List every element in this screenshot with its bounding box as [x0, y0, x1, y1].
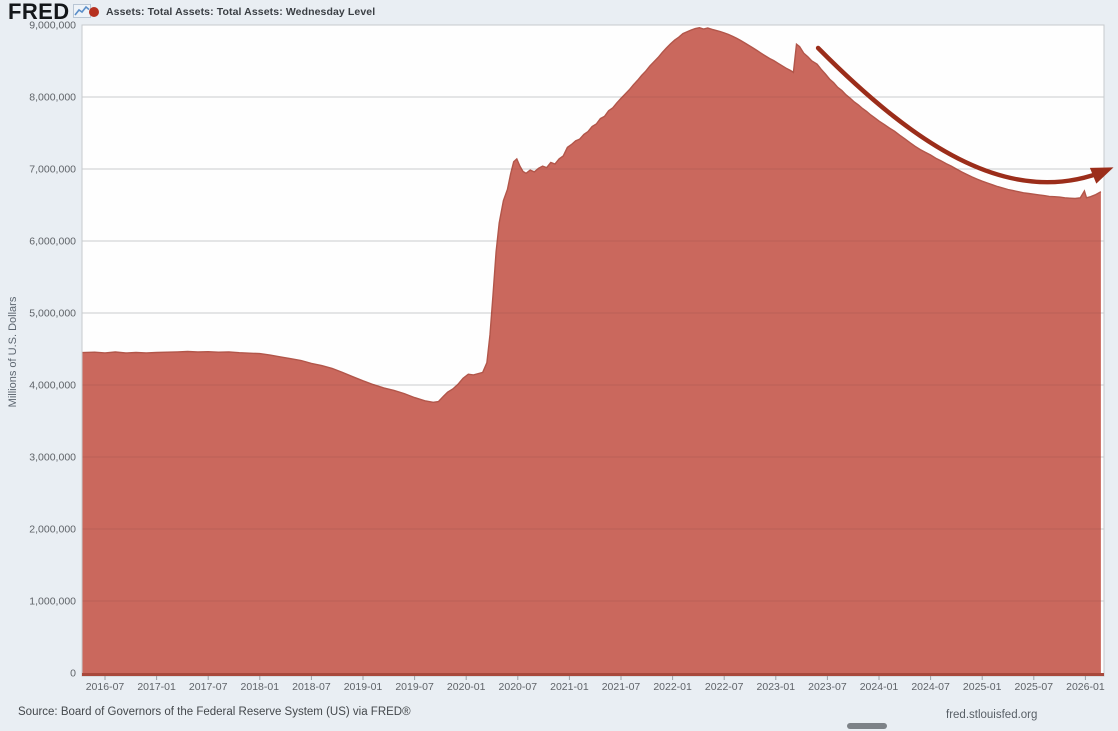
y-tick-label: 5,000,000 [29, 308, 76, 320]
x-tick-label: 2023-01 [757, 681, 796, 693]
series-legend-label: Assets: Total Assets: Total Assets: Wedn… [106, 6, 376, 18]
x-tick-label: 2020-07 [499, 681, 538, 693]
x-tick-label: 2021-01 [550, 681, 589, 693]
x-tick-label: 2016-07 [86, 681, 125, 693]
fred-logo[interactable]: FRED [8, 0, 91, 23]
y-tick-label: 6,000,000 [29, 236, 76, 248]
y-tick-label: 3,000,000 [29, 452, 76, 464]
x-tick-label: 2022-01 [653, 681, 692, 693]
x-tick-label: 2022-07 [705, 681, 744, 693]
x-tick-label: 2023-07 [808, 681, 847, 693]
area-series-fill[interactable] [82, 27, 1101, 673]
y-tick-label: 7,000,000 [29, 164, 76, 176]
site-url[interactable]: fred.stlouisfed.org [946, 709, 1038, 721]
area-series-line [82, 26, 1102, 404]
y-tick-label: 0 [70, 668, 76, 680]
x-tick-label: 2025-07 [1015, 681, 1054, 693]
x-tick-label: 2025-01 [963, 681, 1002, 693]
trend-arrow-curve [815, 45, 1109, 185]
fred-logo-chart-icon [72, 4, 91, 23]
y-tick-label: 1,000,000 [29, 596, 76, 608]
x-tick-label: 2017-01 [137, 681, 176, 693]
fred-logo-text: FRED [8, 0, 70, 24]
x-tick-label: 2018-01 [241, 681, 280, 693]
x-tick-label: 2021-07 [602, 681, 641, 693]
x-tick-label: 2018-07 [292, 681, 331, 693]
scrollbar-thumb[interactable] [847, 723, 887, 729]
series-color-dot [89, 7, 99, 17]
x-tick-label: 2017-07 [189, 681, 228, 693]
y-tick-label: 2,000,000 [29, 524, 76, 536]
series-legend[interactable]: Assets: Total Assets: Total Assets: Wedn… [89, 6, 375, 18]
x-tick-label: 2026-01 [1066, 681, 1105, 693]
chart-header: FRED Assets: Total Assets: Total Assets:… [0, 0, 1118, 24]
x-tick-label: 2024-01 [860, 681, 899, 693]
trend-arrow-head [1089, 167, 1114, 184]
y-tick-label: 9,000,000 [29, 20, 76, 32]
x-tick-label: 2020-01 [447, 681, 486, 693]
y-tick-label: 8,000,000 [29, 92, 76, 104]
x-tick-label: 2024-07 [911, 681, 950, 693]
source-citation: Source: Board of Governors of the Federa… [18, 706, 411, 718]
x-tick-label: 2019-07 [395, 681, 434, 693]
x-tick-label: 2019-01 [344, 681, 383, 693]
y-tick-label: 4,000,000 [29, 380, 76, 392]
